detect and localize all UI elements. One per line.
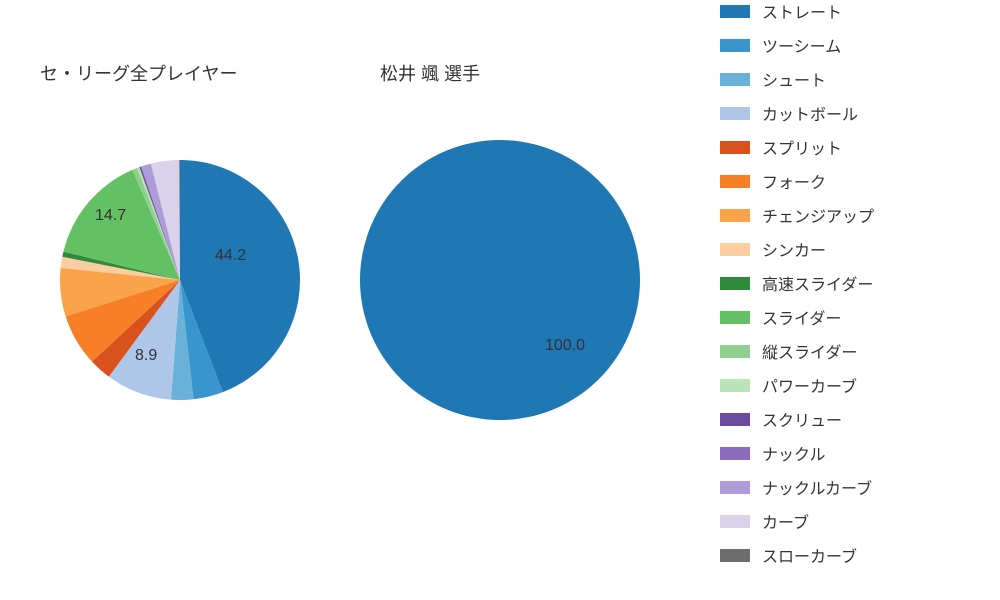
legend-swatch (720, 107, 750, 120)
legend-swatch (720, 39, 750, 52)
legend-swatch (720, 209, 750, 222)
legend-label: スプリット (762, 135, 842, 159)
legend-label: ナックルカーブ (762, 475, 872, 499)
legend-swatch (720, 413, 750, 426)
legend-item: 高速スライダー (720, 272, 874, 294)
legend-label: ストレート (762, 0, 842, 23)
legend-label: シンカー (762, 237, 826, 261)
legend-item: スローカーブ (720, 544, 874, 566)
legend-label: フォーク (762, 169, 826, 193)
chart-container: { "chart1": { "title": "セ・リーグ全プレイヤー", "t… (0, 0, 1000, 600)
legend-item: カーブ (720, 510, 874, 532)
legend-swatch (720, 549, 750, 562)
legend-swatch (720, 447, 750, 460)
legend-item: フォーク (720, 170, 874, 192)
legend-label: スクリュー (762, 407, 842, 431)
legend-swatch (720, 481, 750, 494)
legend-item: ナックルカーブ (720, 476, 874, 498)
pie-slice-label: 14.7 (95, 207, 126, 224)
legend-item: スライダー (720, 306, 874, 328)
legend-label: スローカーブ (762, 543, 857, 567)
legend-label: 縦スライダー (762, 339, 857, 363)
legend-swatch (720, 345, 750, 358)
legend-swatch (720, 515, 750, 528)
pie-slice-label: 100.0 (545, 337, 585, 354)
legend-swatch (720, 73, 750, 86)
legend-item: シュート (720, 68, 874, 90)
legend-swatch (720, 277, 750, 290)
legend-label: スライダー (762, 305, 841, 329)
legend-label: パワーカーブ (762, 373, 857, 397)
legend-item: スプリット (720, 136, 874, 158)
legend-label: シュート (762, 67, 826, 91)
legend-label: ナックル (762, 441, 826, 465)
legend-swatch (720, 379, 750, 392)
legend-label: ツーシーム (762, 33, 841, 57)
legend-swatch (720, 311, 750, 324)
legend-item: 縦スライダー (720, 340, 874, 362)
legend-item: カットボール (720, 102, 874, 124)
legend-label: 高速スライダー (762, 271, 873, 295)
legend-label: カーブ (762, 509, 809, 533)
pie-slice-label: 8.9 (135, 347, 157, 364)
legend-item: チェンジアップ (720, 204, 874, 226)
legend-item: ストレート (720, 0, 874, 22)
legend-swatch (720, 243, 750, 256)
legend: ストレートツーシームシュートカットボールスプリットフォークチェンジアップシンカー… (720, 0, 874, 578)
legend-item: パワーカーブ (720, 374, 874, 396)
legend-label: チェンジアップ (762, 203, 874, 227)
legend-item: ツーシーム (720, 34, 874, 56)
pie-slice (360, 140, 640, 420)
legend-swatch (720, 5, 750, 18)
legend-swatch (720, 141, 750, 154)
legend-swatch (720, 175, 750, 188)
legend-label: カットボール (762, 101, 858, 125)
legend-item: スクリュー (720, 408, 874, 430)
legend-item: ナックル (720, 442, 874, 464)
pie-slice-label: 44.2 (215, 247, 246, 264)
legend-item: シンカー (720, 238, 874, 260)
